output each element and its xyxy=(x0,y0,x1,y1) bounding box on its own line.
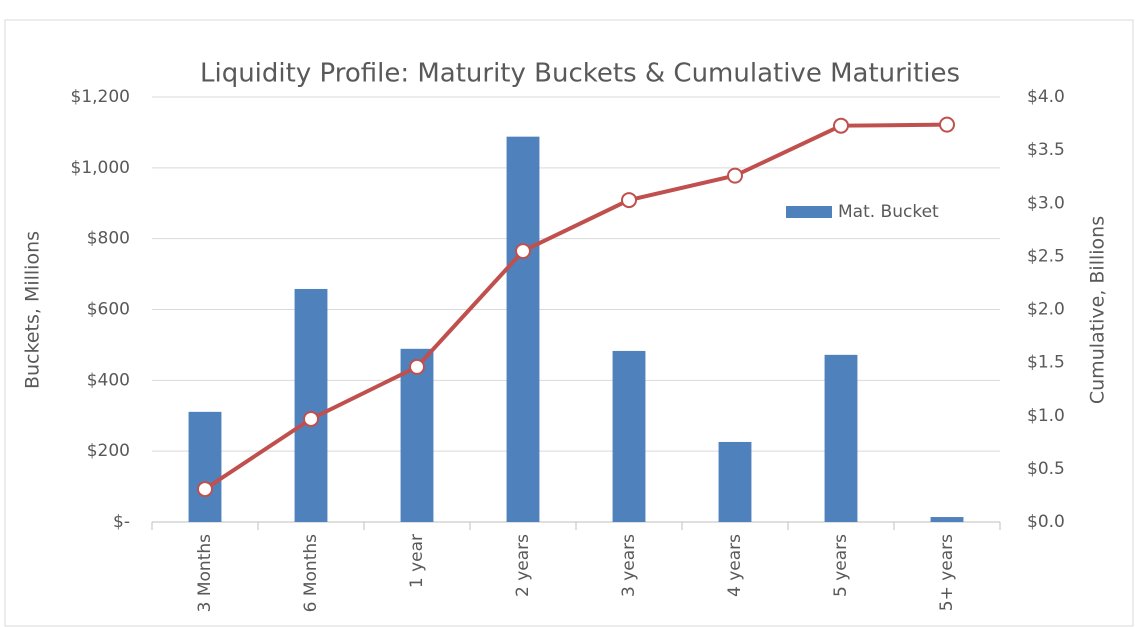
y-tick-label: $400 xyxy=(87,370,130,390)
y-axis-title: Buckets, Millions xyxy=(22,231,44,389)
line xyxy=(203,122,948,491)
y2-tick-label: $0.0 xyxy=(1027,512,1065,532)
bar xyxy=(506,136,540,522)
chart-title: Liquidity Profile: Maturity Buckets & Cu… xyxy=(200,59,960,89)
line-marker xyxy=(727,167,743,184)
line-marker xyxy=(303,410,319,427)
x-tick-label: 5+ years xyxy=(937,534,957,611)
bar xyxy=(824,354,858,522)
x-tick-label: 2 years xyxy=(513,534,533,597)
y2-tick-label: $3.5 xyxy=(1027,140,1065,160)
y2-tick-label: $4.0 xyxy=(1027,87,1065,107)
line-marker xyxy=(621,192,637,209)
bar xyxy=(294,288,328,522)
line-marker xyxy=(939,116,955,133)
x-tick-label: 3 years xyxy=(619,534,639,597)
y-tick-label: $1,200 xyxy=(71,87,130,107)
x-tick-label: 1 year xyxy=(407,534,427,588)
y2-tick-label: $2.0 xyxy=(1027,300,1065,320)
chart-frame xyxy=(4,19,1134,627)
y-tick-label: $600 xyxy=(87,300,130,320)
y2-tick-label: $1.5 xyxy=(1027,353,1065,373)
bar xyxy=(400,348,434,522)
bar xyxy=(188,411,222,522)
legend-label: Mat. Bucket xyxy=(838,202,939,222)
y2-tick-label: $1.0 xyxy=(1027,406,1065,426)
y-tick-label: $- xyxy=(113,512,130,532)
line-marker xyxy=(515,243,531,260)
x-tick-label: 5 years xyxy=(831,534,851,597)
y2-tick-label: $2.5 xyxy=(1027,246,1065,266)
line-marker xyxy=(409,358,425,375)
y-tick-label: $200 xyxy=(87,441,130,461)
bar xyxy=(718,441,752,522)
bar xyxy=(930,517,964,522)
line-marker xyxy=(197,481,213,498)
y2-tick-label: $0.5 xyxy=(1027,459,1065,479)
legend-swatch xyxy=(786,206,832,218)
x-tick-label: 6 Months xyxy=(301,534,321,613)
bar xyxy=(612,350,646,522)
line-marker xyxy=(833,117,849,134)
x-tick-label: 4 years xyxy=(725,534,745,597)
x-tick-label: 3 Months xyxy=(195,534,215,613)
y-tick-label: $800 xyxy=(87,229,130,249)
y-tick-label: $1,000 xyxy=(71,158,130,178)
y2-tick-label: $3.0 xyxy=(1027,193,1065,213)
y2-axis-title: Cumulative, Billions xyxy=(1087,216,1109,404)
